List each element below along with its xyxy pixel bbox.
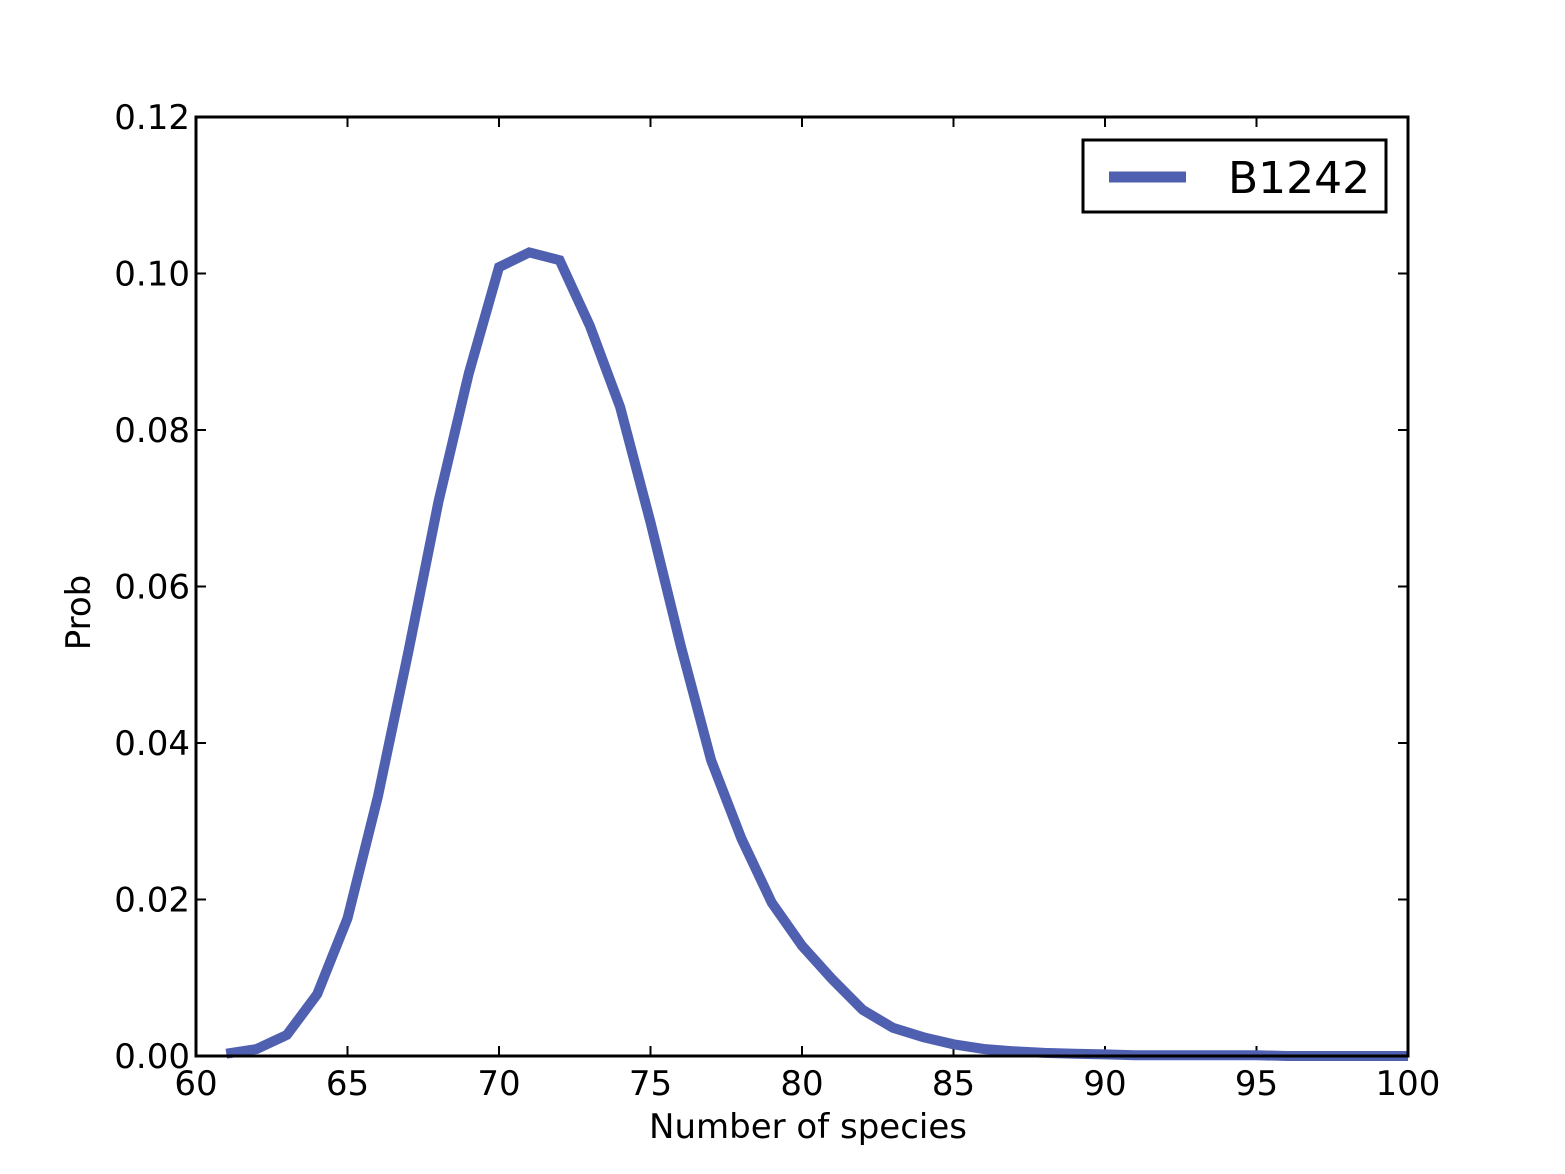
y-tick-label: 0.12	[114, 98, 190, 138]
legend-label: B1242	[1228, 153, 1370, 204]
x-tick-label: 100	[1376, 1064, 1441, 1104]
y-tick-label: 0.02	[114, 881, 190, 921]
y-tick-label: 0.08	[114, 411, 190, 451]
x-tick-label: 80	[780, 1064, 823, 1104]
y-tick-label: 0.00	[114, 1037, 190, 1077]
y-tick-label: 0.06	[114, 568, 190, 608]
tick-labels-layer: 60 65 70 75 80 85 90 95 100 0.00 0.02 0.04 0.06 0.08 0…	[114, 98, 1440, 1104]
x-tick-label: 65	[326, 1064, 369, 1104]
y-axis-label: Prob	[59, 575, 99, 651]
x-tick-label: 90	[1083, 1064, 1126, 1104]
x-axis-label: Number of species	[649, 1107, 967, 1147]
x-tick-label: 75	[629, 1064, 672, 1104]
y-tick-label: 0.10	[114, 255, 190, 295]
plot-area-frame	[194, 115, 1410, 1058]
x-tick-label: 95	[1235, 1064, 1278, 1104]
x-tick-label: 70	[477, 1064, 520, 1104]
x-tick-label: 85	[932, 1064, 975, 1104]
y-tick-label: 0.04	[114, 724, 190, 764]
legend: B1242	[1081, 138, 1388, 214]
x-tick-label: 60	[174, 1064, 217, 1104]
